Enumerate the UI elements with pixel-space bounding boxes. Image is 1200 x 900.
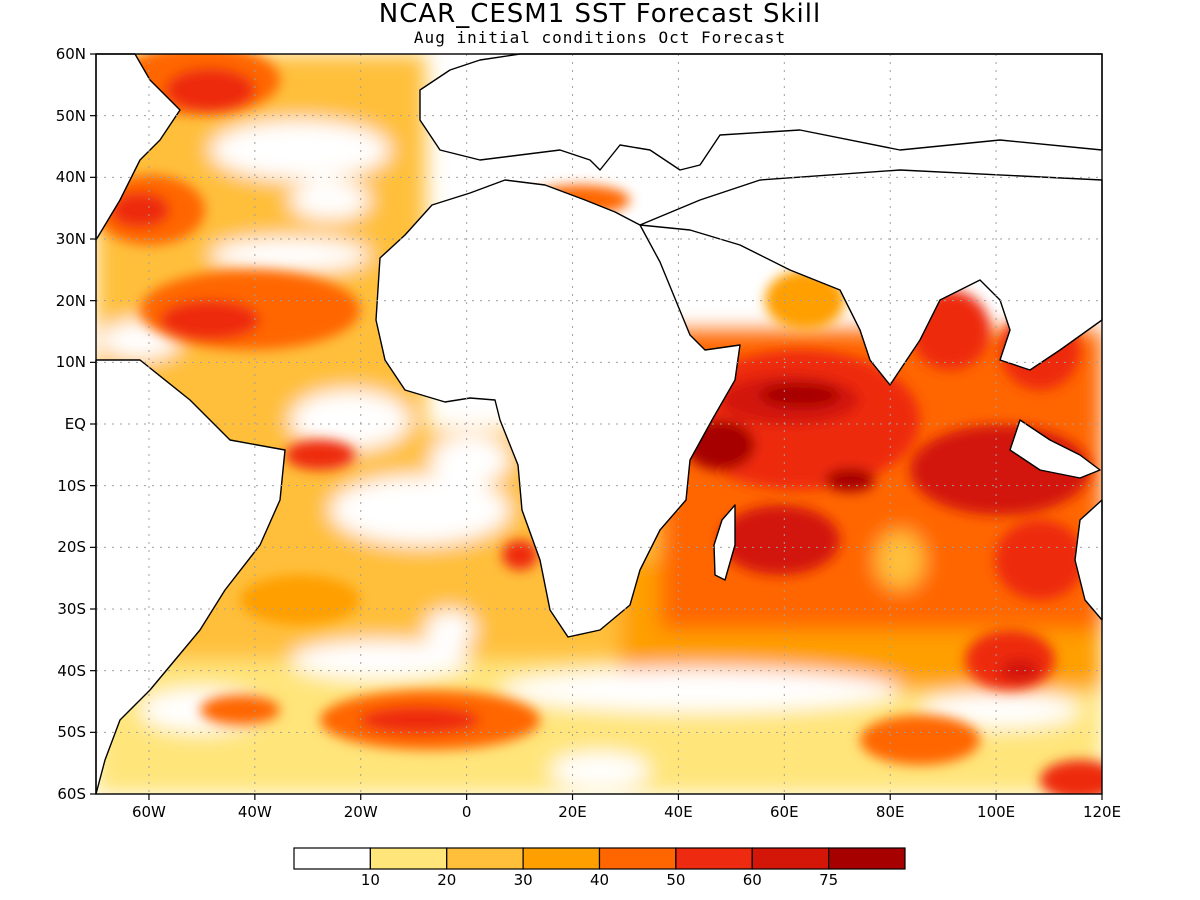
colorbar-label: 30 bbox=[513, 871, 533, 889]
colorbar-label: 40 bbox=[589, 871, 610, 889]
colorbar-label: 75 bbox=[819, 871, 839, 889]
lat-tick-label: 40S bbox=[57, 661, 86, 680]
lon-tick-label: 80E bbox=[875, 803, 905, 821]
axis-ticks bbox=[90, 53, 1103, 800]
lat-tick-label: 10N bbox=[55, 353, 86, 372]
south-america-landmass bbox=[95, 359, 286, 795]
lon-tick-label: 60E bbox=[770, 803, 799, 821]
lon-tick-label: 20E bbox=[558, 803, 587, 821]
lon-tick-label: 0 bbox=[461, 803, 472, 821]
lon-tick-label: 100E bbox=[977, 803, 1016, 821]
map-title: NCAR_CESM1 SST Forecast Skill bbox=[378, 0, 822, 29]
gridlines bbox=[96, 54, 1102, 794]
colorbar-swatch bbox=[369, 847, 448, 870]
lat-tick-label: 20S bbox=[57, 538, 86, 557]
lat-tick-label: 50S bbox=[57, 723, 86, 742]
lat-tick-label: 30N bbox=[55, 230, 86, 248]
colorbar-swatch bbox=[522, 847, 601, 870]
lat-tick-label: 40N bbox=[55, 168, 86, 187]
lon-tick-label: 120E bbox=[1082, 803, 1122, 821]
lat-tick-label: EQ bbox=[64, 415, 86, 433]
lat-tick-label: 60S bbox=[57, 785, 86, 803]
map-subtitle: Aug initial conditions Oct Forecast bbox=[413, 28, 787, 47]
madagascar-landmass bbox=[713, 504, 736, 581]
lat-tick-label: 10S bbox=[57, 476, 86, 495]
colorbar bbox=[293, 847, 906, 870]
lon-tick-label: 40W bbox=[237, 803, 272, 821]
colorbar-swatch bbox=[598, 847, 677, 870]
colorbar-swatch bbox=[446, 847, 524, 870]
colorbar-swatch bbox=[675, 847, 753, 870]
indonesia-landmass bbox=[1009, 419, 1101, 479]
colorbar-swatch bbox=[293, 847, 371, 870]
lat-tick-label: 30S bbox=[57, 600, 86, 618]
lat-tick-label: 50N bbox=[55, 106, 86, 125]
north-america-landmass bbox=[95, 53, 181, 241]
lat-tick-label: 20N bbox=[55, 291, 86, 310]
lon-tick-label: 40E bbox=[664, 803, 693, 821]
colorbar-swatch bbox=[828, 847, 906, 870]
colorbar-swatch bbox=[751, 847, 830, 870]
lon-tick-label: 20W bbox=[343, 803, 378, 821]
colorbar-label: 60 bbox=[742, 871, 762, 889]
colorbar-label: 50 bbox=[666, 871, 686, 889]
arabia-landmass bbox=[639, 169, 1103, 386]
lat-tick-label: 60N bbox=[55, 45, 86, 63]
australia-landmass bbox=[1074, 499, 1103, 621]
colorbar-label: 10 bbox=[360, 871, 380, 889]
colorbar-label: 20 bbox=[437, 871, 457, 889]
lon-tick-label: 60W bbox=[131, 803, 166, 821]
